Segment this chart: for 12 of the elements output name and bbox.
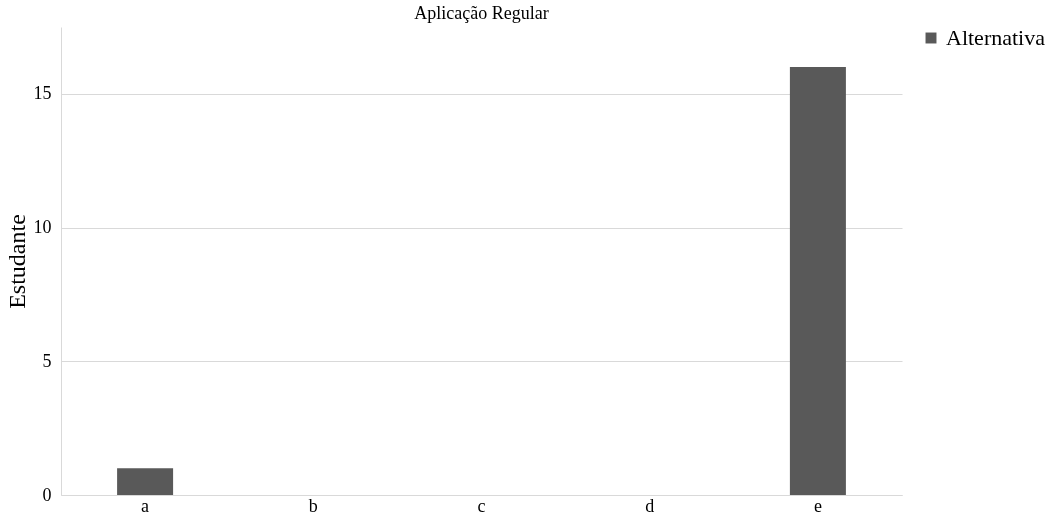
x-tick-label: a	[141, 495, 150, 516]
x-tick-label: b	[308, 495, 318, 516]
y-axis-title: Estudante	[3, 214, 30, 309]
y-tick-label: 0	[42, 484, 52, 505]
legend-label: Alternativa	[946, 25, 1046, 50]
y-tick-label: 15	[33, 83, 52, 104]
x-tick-label: e	[813, 495, 822, 516]
y-tick-label: 5	[42, 350, 52, 371]
x-tick-label: d	[645, 495, 655, 516]
y-tick-label: 10	[33, 217, 52, 238]
chart-title: Aplicação Regular	[414, 3, 549, 23]
x-tick-label: c	[477, 495, 486, 516]
